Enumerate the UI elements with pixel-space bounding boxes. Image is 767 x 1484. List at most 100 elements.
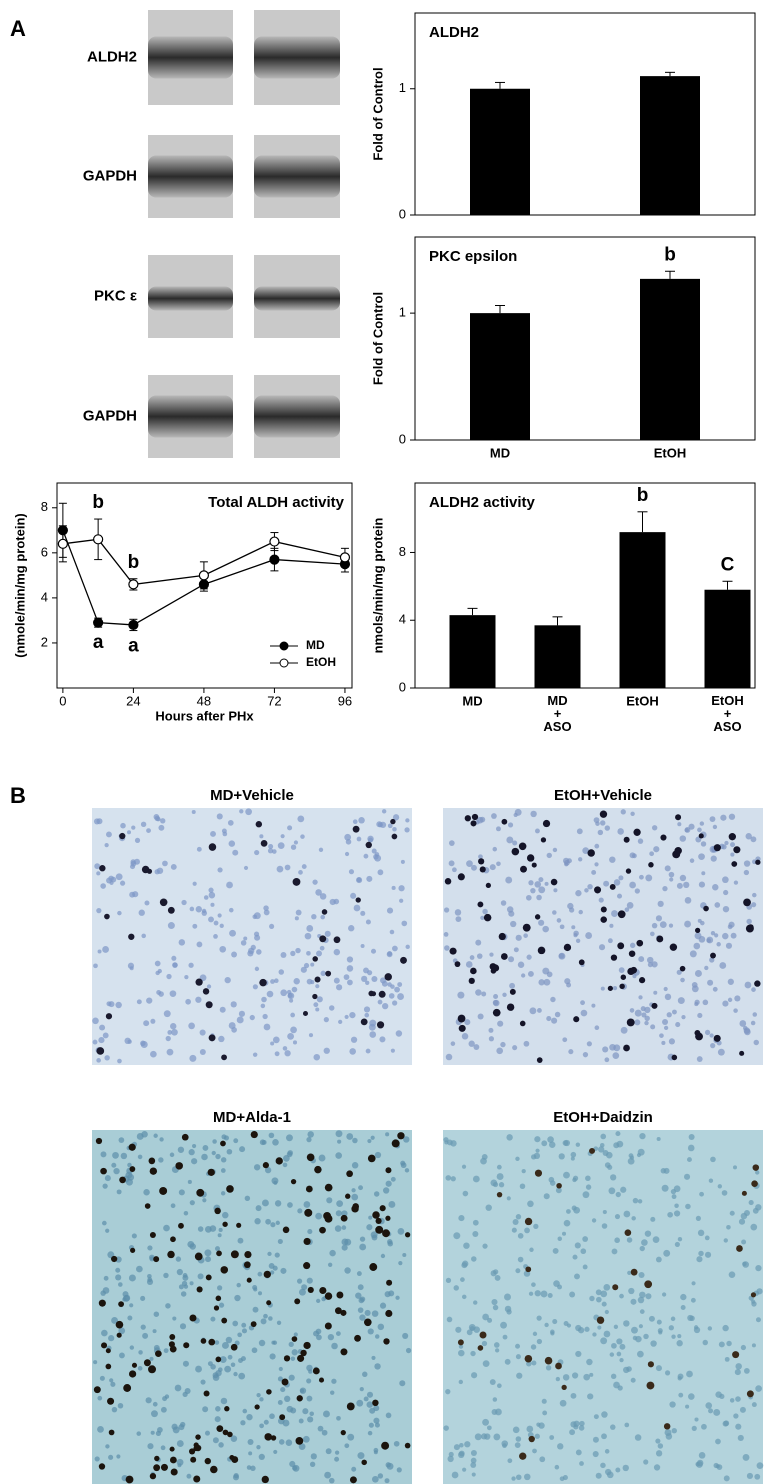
nucleus — [387, 823, 393, 829]
nucleus — [303, 962, 310, 969]
nucleus — [374, 1151, 382, 1159]
nucleus — [318, 847, 324, 852]
nucleus — [698, 1250, 704, 1257]
nucleus — [257, 1271, 263, 1277]
nucleus — [582, 847, 590, 854]
nucleus — [385, 1180, 392, 1187]
nucleus — [259, 1397, 264, 1402]
stained-nucleus — [743, 898, 751, 907]
nucleus — [740, 1344, 747, 1351]
nucleus — [310, 962, 315, 967]
nucleus — [611, 910, 618, 917]
stained-nucleus — [281, 1378, 289, 1386]
nucleus — [451, 1471, 459, 1479]
stained-nucleus — [266, 1300, 272, 1306]
nucleus — [401, 920, 408, 927]
nucleus — [395, 1295, 400, 1300]
nucleus — [544, 881, 549, 886]
stained-nucleus — [246, 1277, 252, 1283]
nucleus — [671, 1428, 677, 1434]
nucleus — [149, 1356, 154, 1361]
nucleus — [723, 1238, 728, 1243]
stained-nucleus — [728, 833, 736, 841]
nucleus — [578, 857, 583, 862]
stained-nucleus — [292, 877, 301, 886]
nucleus — [137, 1154, 143, 1160]
nucleus — [601, 1301, 607, 1307]
stained-nucleus — [282, 1226, 290, 1234]
nucleus — [756, 1462, 764, 1469]
nucleus — [295, 909, 302, 916]
nucleus — [297, 1208, 303, 1214]
nucleus — [508, 956, 515, 963]
annotation: C — [721, 554, 735, 575]
nucleus — [127, 1162, 132, 1168]
y-axis-label: Fold of Control — [370, 67, 385, 160]
nucleus — [707, 979, 714, 986]
nucleus — [371, 1475, 379, 1483]
nucleus — [335, 1210, 342, 1217]
nucleus — [704, 1235, 710, 1241]
nucleus — [256, 949, 262, 955]
nucleus — [111, 1317, 118, 1324]
nucleus — [693, 942, 701, 950]
nucleus — [629, 1008, 635, 1013]
nucleus — [104, 1055, 110, 1061]
nucleus — [629, 881, 636, 889]
y-tick-label: 1 — [399, 305, 406, 320]
nucleus — [215, 1406, 221, 1412]
nucleus — [390, 1176, 396, 1182]
stained-nucleus — [617, 942, 625, 950]
nucleus — [371, 1310, 379, 1317]
nucleus — [755, 1385, 762, 1392]
nucleus — [178, 1189, 185, 1196]
nucleus — [374, 1422, 380, 1428]
stained-nucleus — [203, 1390, 210, 1397]
nucleus — [247, 1438, 254, 1446]
nucleus — [603, 1330, 611, 1338]
annotation: a — [93, 632, 104, 653]
nucleus — [746, 918, 752, 925]
blot-label: ALDH2 — [87, 48, 137, 65]
nucleus — [94, 1456, 100, 1462]
nucleus — [709, 1033, 714, 1038]
nucleus — [500, 900, 507, 906]
nucleus — [221, 1134, 227, 1140]
nucleus — [188, 962, 194, 968]
nucleus — [278, 1439, 285, 1445]
nucleus — [160, 818, 166, 824]
legend-marker — [279, 641, 289, 651]
nucleus — [274, 1252, 280, 1258]
nucleus — [268, 1316, 273, 1321]
nucleus — [472, 1230, 479, 1237]
nucleus — [335, 1130, 343, 1138]
stained-nucleus — [751, 1180, 758, 1188]
nucleus — [739, 1020, 747, 1027]
nucleus — [158, 1157, 164, 1163]
x-tick-label: 24 — [126, 693, 140, 708]
nucleus — [504, 1358, 511, 1365]
nucleus — [388, 1201, 396, 1208]
nucleus — [517, 961, 525, 968]
nucleus — [726, 1340, 732, 1347]
stained-nucleus — [93, 1386, 101, 1394]
stained-nucleus — [491, 964, 500, 972]
stained-nucleus — [291, 1336, 298, 1342]
nucleus — [609, 1043, 616, 1051]
nucleus — [659, 921, 667, 929]
nucleus — [722, 876, 729, 884]
nucleus — [577, 1327, 585, 1334]
nucleus — [728, 813, 736, 820]
nucleus — [344, 1443, 350, 1449]
nucleus — [538, 877, 544, 883]
stained-nucleus — [319, 1226, 326, 1234]
stained-nucleus — [227, 1431, 233, 1438]
nucleus — [509, 982, 516, 989]
stained-nucleus — [170, 1468, 178, 1476]
nucleus — [458, 1349, 465, 1357]
blot-label: GAPDH — [83, 407, 137, 424]
nucleus — [571, 925, 576, 930]
nucleus — [138, 909, 145, 916]
nucleus — [403, 1136, 410, 1143]
